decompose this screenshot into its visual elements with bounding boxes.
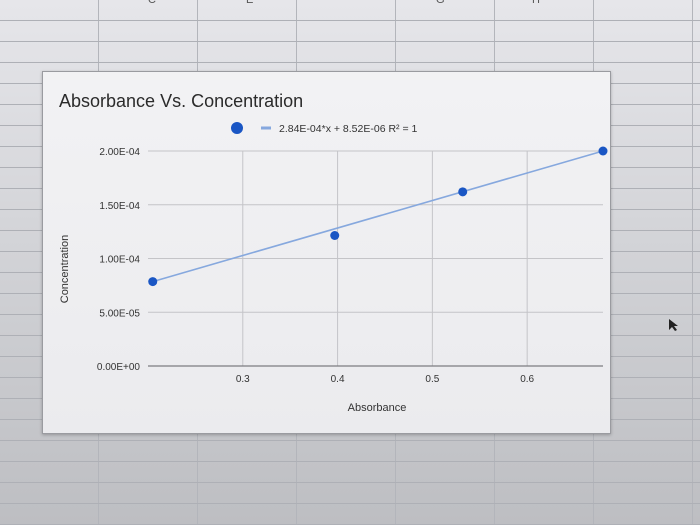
data-points bbox=[148, 146, 608, 287]
column-letter[interactable]: E bbox=[246, 0, 254, 6]
y-tick-label: 5.00E-05 bbox=[99, 308, 140, 319]
y-tick-label: 0.00E+00 bbox=[97, 362, 141, 373]
chart-card[interactable]: Absorbance Vs. Concentration 2.84E-04*x … bbox=[42, 71, 611, 434]
column-letter[interactable]: G bbox=[436, 0, 445, 6]
mouse-cursor-icon bbox=[669, 319, 678, 331]
legend-trendline-label: 2.84E-04*x + 8.52E-06 R² = 1 bbox=[279, 123, 417, 135]
x-tick-label: 0.4 bbox=[331, 374, 345, 385]
y-tick-label: 1.00E-04 bbox=[99, 255, 140, 266]
legend-point-marker bbox=[231, 122, 243, 134]
data-point[interactable] bbox=[458, 187, 468, 197]
chart-title: Absorbance Vs. Concentration bbox=[59, 91, 303, 111]
data-point[interactable] bbox=[330, 230, 340, 240]
y-tick-label: 1.50E-04 bbox=[99, 201, 140, 212]
column-letter[interactable]: C bbox=[148, 0, 156, 6]
data-point[interactable] bbox=[598, 146, 608, 156]
legend: 2.84E-04*x + 8.52E-06 R² = 1 bbox=[231, 122, 417, 135]
x-tick-label: 0.3 bbox=[236, 374, 250, 385]
grid bbox=[148, 150, 603, 367]
column-letter[interactable]: H bbox=[532, 0, 540, 6]
x-tick-label: 0.5 bbox=[425, 374, 439, 385]
x-tick-label: 0.6 bbox=[520, 374, 534, 385]
y-axis-label: Concentration bbox=[59, 235, 71, 304]
y-tick-labels: 0.00E+00 5.00E-05 1.00E-04 1.50E-04 2.00E-04 bbox=[97, 147, 141, 373]
x-axis-label: Absorbance bbox=[348, 402, 407, 414]
chart-svg: Absorbance Vs. Concentration 2.84E-04*x … bbox=[59, 91, 608, 414]
x-tick-labels: 0.3 0.4 0.5 0.6 bbox=[236, 374, 535, 385]
data-point[interactable] bbox=[148, 277, 158, 287]
trendline bbox=[152, 150, 604, 283]
y-tick-label: 2.00E-04 bbox=[99, 147, 140, 158]
